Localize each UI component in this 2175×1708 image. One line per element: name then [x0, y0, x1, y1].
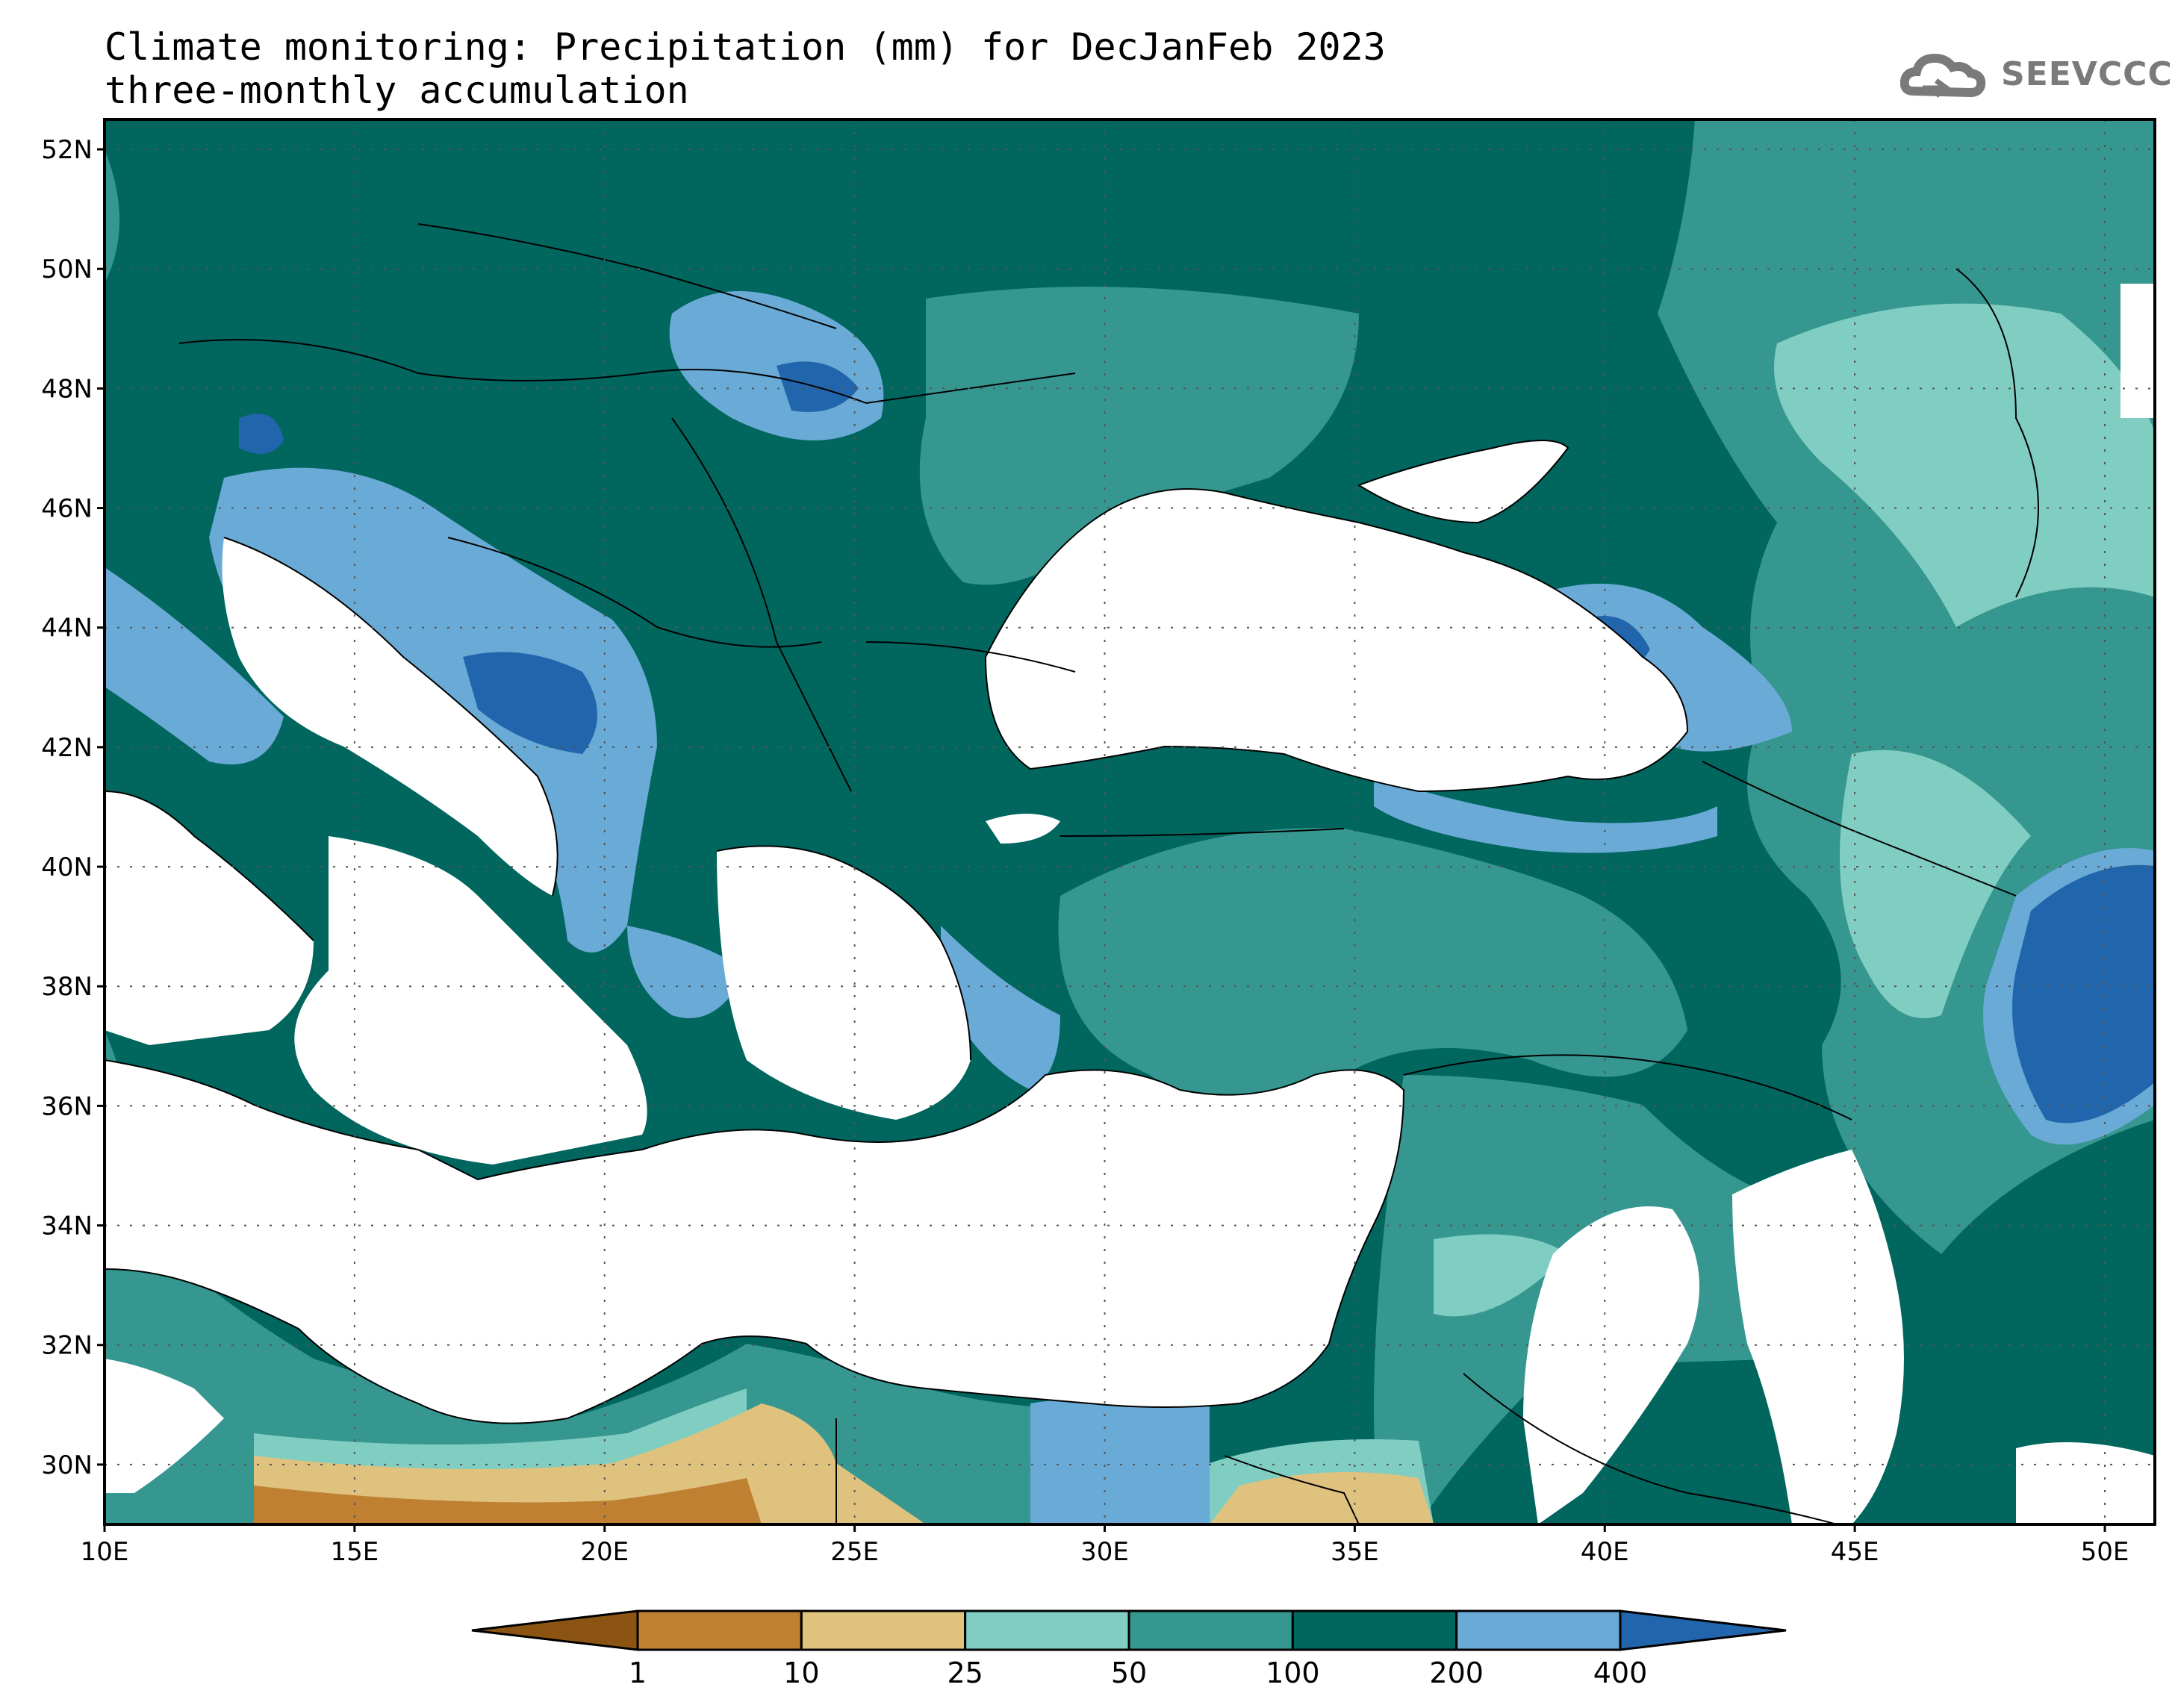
lon-tick-label: 20E — [580, 1537, 629, 1567]
band-50-100-west — [105, 149, 119, 284]
lat-tick-label: 30N — [41, 1450, 93, 1480]
band-10-25-egypt — [1210, 1472, 1434, 1524]
borders — [105, 223, 2039, 1524]
colorbar-label: 25 — [947, 1656, 983, 1689]
colorbar-label: 1 — [629, 1656, 647, 1689]
colorbar-swatch — [636, 1609, 803, 1651]
cloud-icon — [1900, 53, 1986, 98]
lat-tick-label: 46N — [41, 494, 93, 524]
colorbar-swatch — [1127, 1609, 1294, 1651]
colorbar-label: 50 — [1111, 1656, 1147, 1689]
colorbar: 1 10 25 50 100 200 400 — [471, 1609, 1787, 1689]
band-200-400-turkey-north — [1374, 776, 1717, 853]
tyrrhenian-sea — [105, 791, 314, 1045]
colorbar-label: 200 — [1429, 1656, 1484, 1689]
colorbar-low-extension — [471, 1609, 639, 1651]
plot-frame — [103, 118, 2156, 1526]
lon-tick-label: 35E — [1331, 1537, 1379, 1567]
lon-tick-label: 25E — [830, 1537, 879, 1567]
band-200-400-egypt — [1030, 1396, 1210, 1524]
ionian-sea — [294, 836, 647, 1165]
lat-tick-label: 44N — [41, 614, 93, 643]
band-400-plus-montenegro — [463, 652, 597, 754]
map-title-line-1: Climate monitoring: Precipitation (mm) f… — [105, 25, 1386, 69]
no-data-libya-west — [105, 1359, 224, 1493]
colorbar-swatch — [800, 1609, 967, 1651]
longitude-axis: 10E 15E 20E 25E 30E 35E 40E 45E 50E — [81, 1524, 2129, 1567]
lat-tick-label: 42N — [41, 733, 93, 763]
colorbar-swatch — [1455, 1609, 1622, 1651]
aegean-sea — [717, 846, 971, 1120]
lat-tick-label: 48N — [41, 374, 93, 404]
band-25-50-caucasus — [1840, 749, 2031, 1018]
lon-tick-label: 40E — [1581, 1537, 1629, 1567]
map-title-line-2: three-monthly accumulation — [105, 69, 689, 112]
lat-tick-label: 36N — [41, 1091, 93, 1121]
lon-tick-label: 50E — [2081, 1537, 2129, 1567]
lat-tick-label: 50N — [41, 255, 93, 284]
lon-tick-label: 15E — [331, 1537, 379, 1567]
no-data-gulf — [1732, 1150, 1904, 1524]
band-400-plus-alps — [239, 414, 284, 454]
colorbar-label: 10 — [783, 1656, 819, 1689]
lat-tick-label: 34N — [41, 1212, 93, 1241]
band-10-25-libya — [254, 1403, 926, 1524]
adriatic-sea — [222, 537, 558, 896]
band-50-100-anatolia — [1058, 828, 1687, 1105]
precipitation-field — [105, 119, 2155, 1524]
logo-text: SEEVCCC — [2001, 55, 2173, 93]
band-200-400-greece-west — [627, 926, 747, 1018]
lon-tick-label: 45E — [1831, 1537, 1879, 1567]
marmara-sea — [986, 814, 1060, 844]
band-400-plus-iran — [2012, 864, 2155, 1123]
black-sea — [986, 489, 1687, 791]
band-50-100-ukraine — [919, 287, 1359, 585]
band-1-10-libya — [254, 1478, 762, 1524]
colorbar-swatch — [1291, 1609, 1458, 1651]
colorbar-label: 100 — [1266, 1656, 1320, 1689]
colorbar-high-extension — [1619, 1609, 1787, 1651]
band-200-400-turkey-sw — [941, 926, 1060, 1090]
band-200-400-italy-west — [105, 567, 284, 764]
band-25-50-russia — [1774, 303, 2155, 627]
lat-tick-label: 40N — [41, 853, 93, 882]
no-data-arabia — [1523, 1206, 1699, 1524]
no-data-ne — [2120, 284, 2155, 418]
lat-tick-label: 32N — [41, 1331, 93, 1361]
latitude-axis: 52N 50N 48N 46N 44N 42N 40N 38N 36N 34N 32N 30N — [41, 135, 105, 1480]
colorbar-swatch — [964, 1609, 1130, 1651]
band-25-50-syria — [1434, 1234, 1568, 1317]
lat-tick-label: 38N — [41, 972, 93, 1002]
mediterranean-sea — [105, 1060, 1404, 1424]
lat-tick-label: 52N — [41, 135, 93, 165]
lon-tick-label: 30E — [1080, 1537, 1129, 1567]
lon-tick-label: 10E — [81, 1537, 129, 1567]
colorbar-label: 400 — [1593, 1656, 1648, 1689]
no-data-gulf-south — [2016, 1442, 2155, 1524]
